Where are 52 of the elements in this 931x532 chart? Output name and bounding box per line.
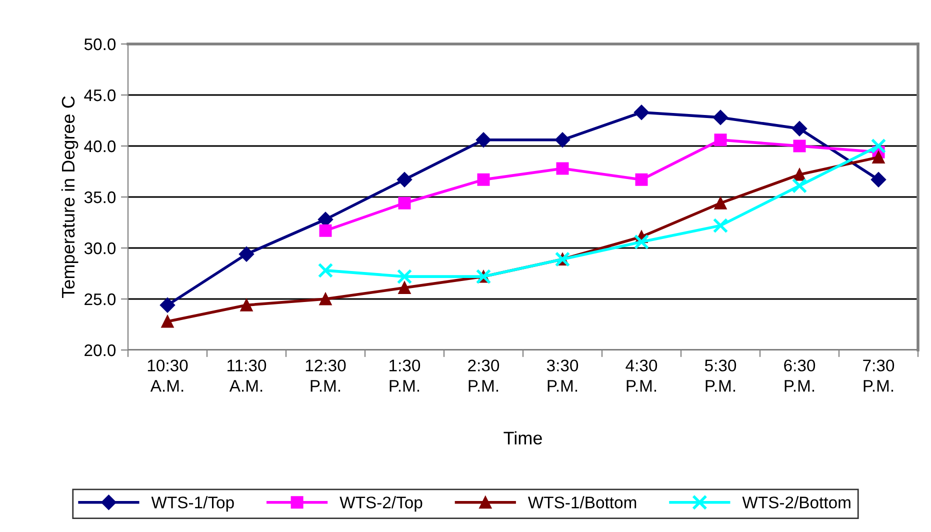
point	[870, 172, 886, 188]
point	[240, 298, 253, 312]
point	[396, 268, 412, 284]
point	[634, 104, 650, 120]
y-tick-label: 30.0	[84, 242, 116, 254]
point	[870, 138, 886, 154]
y-axis-title: Temperature in Degree C	[61, 96, 78, 298]
x-tick-label: 11:30 A.M.	[228, 360, 266, 392]
point	[792, 121, 808, 136]
point	[161, 315, 174, 328]
point	[319, 292, 332, 306]
x-tick-label: 12:30 P.M.	[306, 360, 346, 392]
point	[793, 140, 806, 152]
x-tick-label: 5:30 P.M.	[704, 360, 736, 392]
point	[712, 218, 728, 234]
legend-label: WTS-1/Bottom	[528, 496, 636, 508]
point	[872, 150, 885, 164]
point	[635, 173, 648, 186]
point	[318, 262, 334, 278]
point	[398, 196, 411, 210]
point	[714, 196, 727, 210]
point	[396, 172, 412, 188]
x-tick-label: 3:30 P.M.	[546, 360, 578, 392]
point	[634, 234, 650, 250]
legend-label: WTS-1/Top	[151, 496, 234, 512]
x-tick-label: 10:30 A.M.	[148, 360, 188, 392]
x-tick-label: 1:30 P.M.	[390, 360, 420, 392]
y-tick-label: 20.0	[84, 344, 116, 356]
x-tick-label: 7:30 P.M.	[863, 360, 894, 392]
point	[793, 168, 806, 181]
point	[477, 173, 490, 186]
point	[319, 224, 332, 237]
point	[554, 132, 570, 148]
y-tick-label: 40.0	[84, 140, 116, 152]
x-tick-label: 4:30 P.M.	[626, 360, 658, 392]
point	[712, 110, 728, 126]
point	[714, 134, 727, 146]
legend-label: WTS-2/Top	[340, 496, 422, 512]
point	[792, 178, 808, 194]
x-axis-title: Time	[504, 431, 542, 445]
point	[398, 282, 411, 294]
y-tick-label: 45.0	[84, 89, 116, 102]
y-tick-label: 35.0	[84, 191, 116, 204]
x-tick-label: 6:30 P.M.	[784, 360, 816, 392]
y-tick-label: 50.0	[84, 38, 116, 50]
legend-label: WTS-2/Bottom	[742, 496, 850, 508]
point	[556, 162, 569, 175]
point	[238, 246, 254, 262]
point	[160, 298, 176, 313]
y-tick-label: 25.0	[84, 293, 116, 306]
point	[476, 132, 492, 148]
x-tick-label: 2:30 P.M.	[468, 360, 500, 392]
